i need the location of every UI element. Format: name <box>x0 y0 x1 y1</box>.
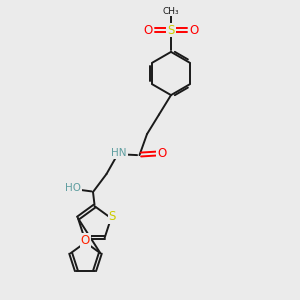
Text: HN: HN <box>111 148 127 158</box>
Text: S: S <box>109 210 116 223</box>
Text: O: O <box>81 234 90 248</box>
Text: O: O <box>158 147 166 160</box>
Text: O: O <box>143 23 152 37</box>
Text: CH₃: CH₃ <box>163 7 179 16</box>
Text: O: O <box>190 23 199 37</box>
Text: HO: HO <box>65 183 81 193</box>
Text: S: S <box>167 23 175 37</box>
